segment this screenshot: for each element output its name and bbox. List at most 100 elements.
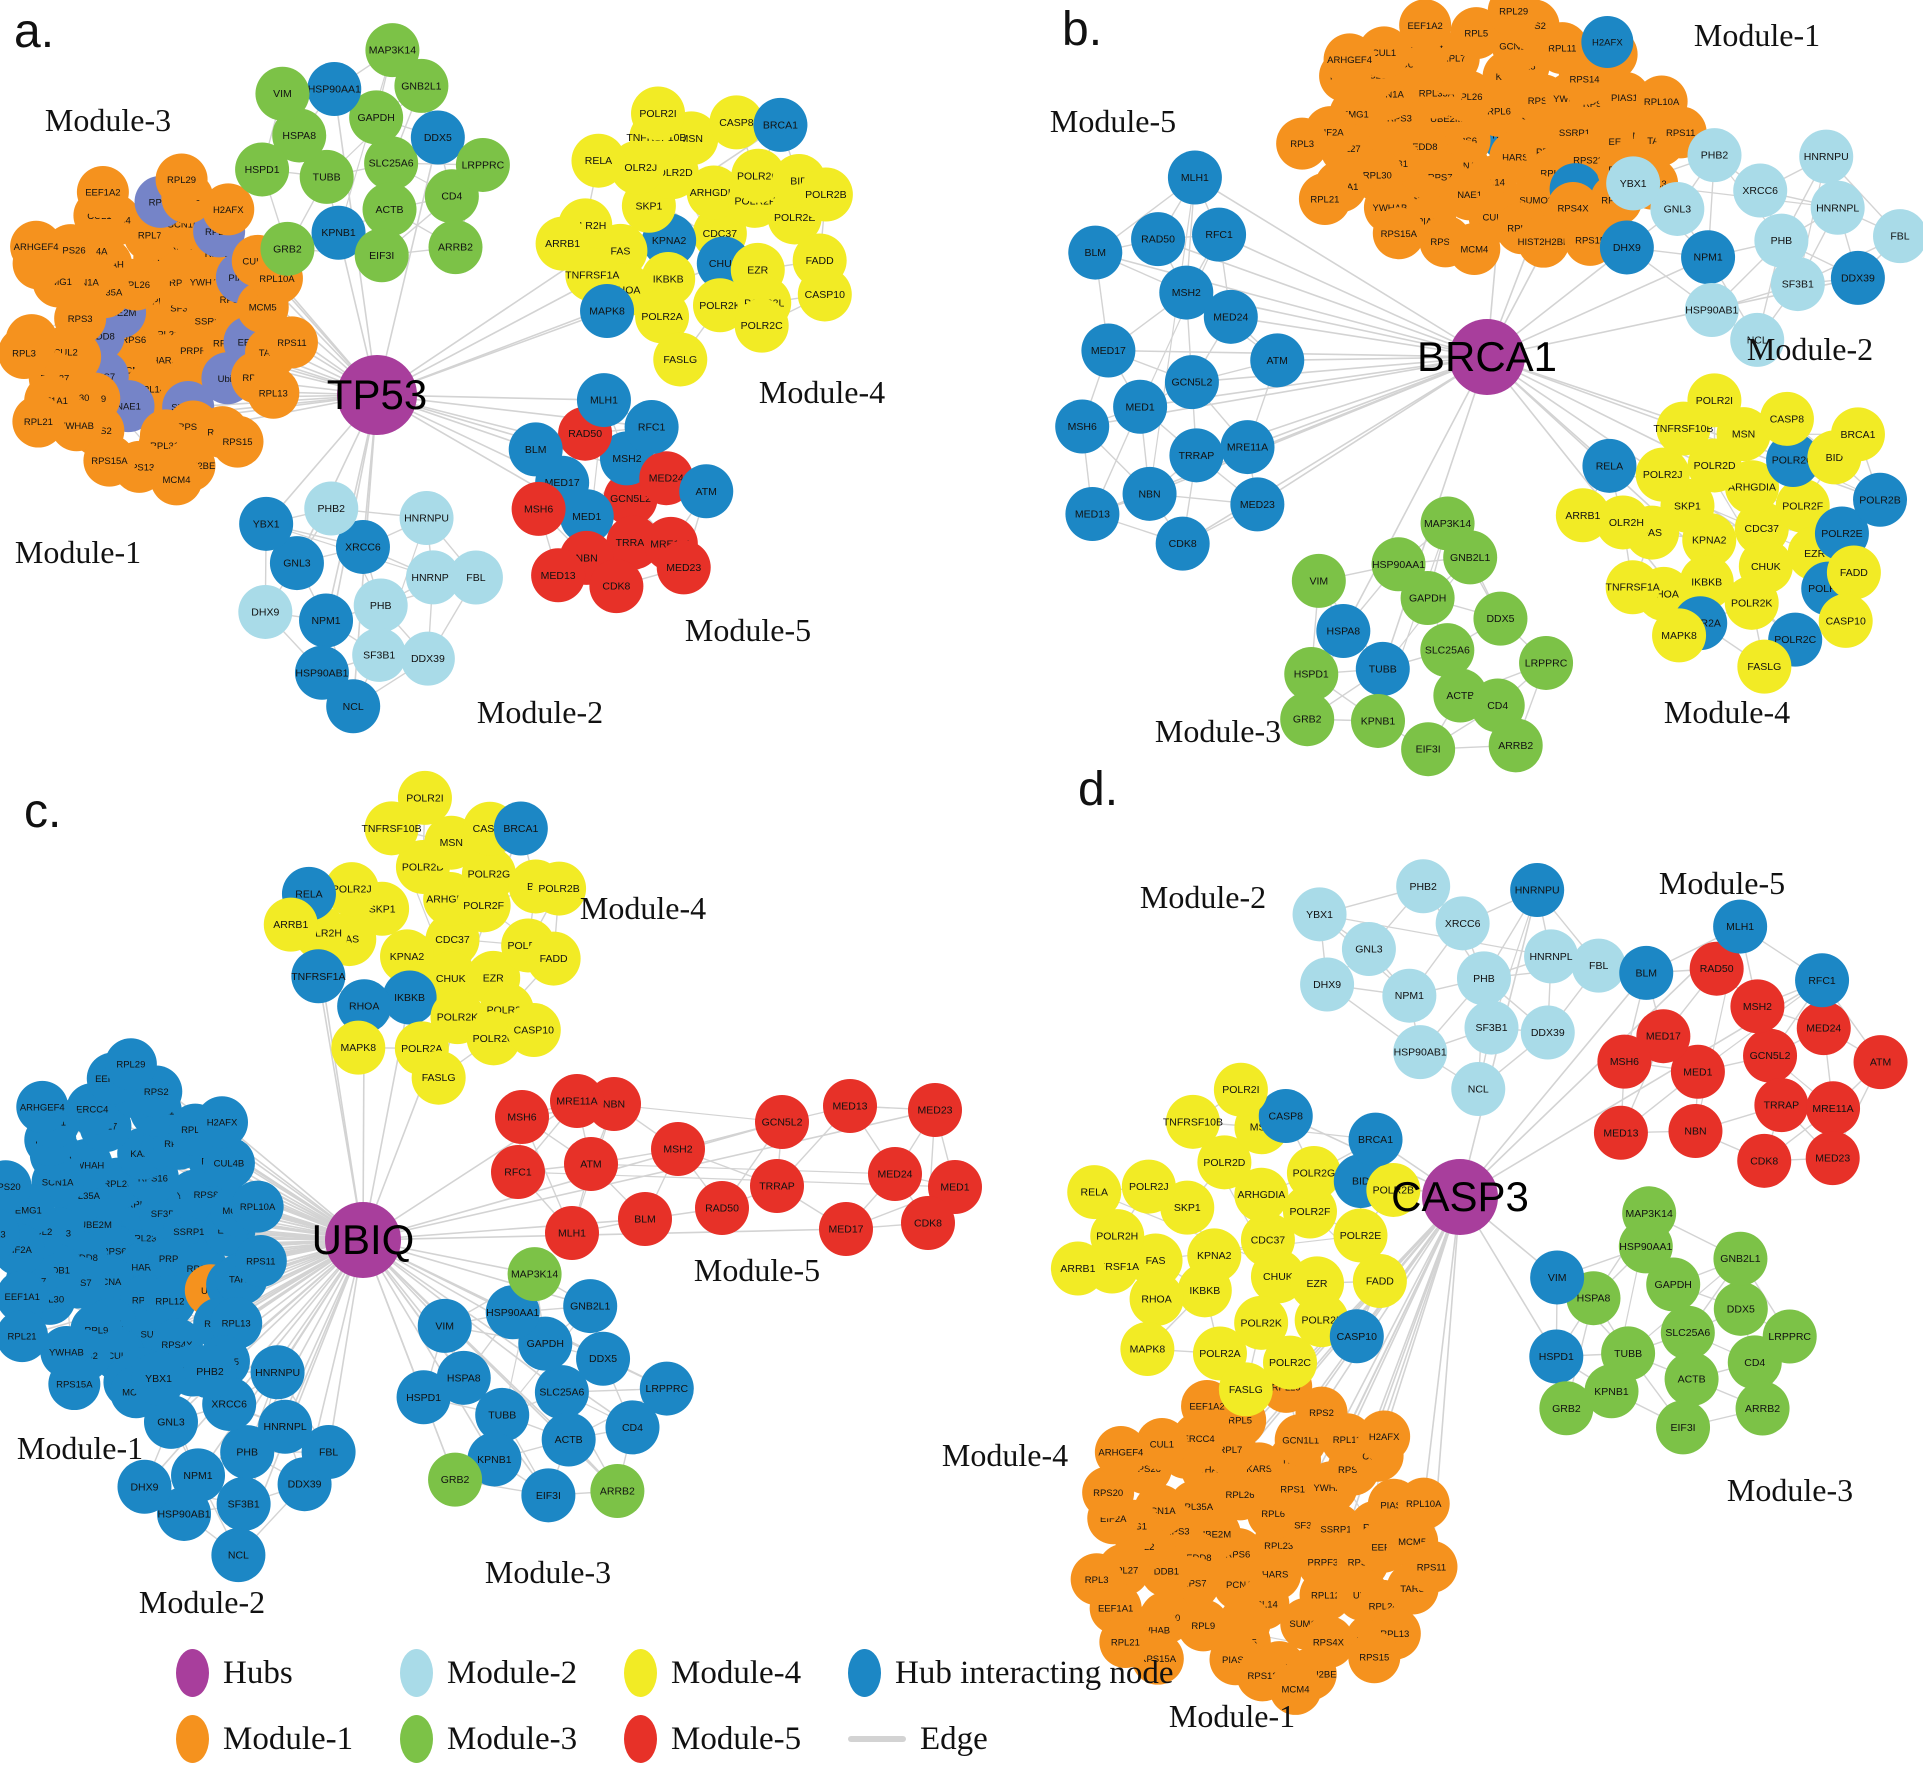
node-label-SLC25A6: SLC25A6: [369, 158, 414, 170]
node-label-GRB2: GRB2: [273, 243, 302, 255]
node-label-SF3B3: SF3B3: [151, 1209, 180, 1220]
node-POLR2G: [1766, 432, 1821, 487]
node-label-RPS11: RPS11: [246, 1257, 275, 1268]
node-ARRB2: [1735, 1381, 1790, 1436]
node-RPL10A: [231, 1180, 284, 1233]
node-GCN5L2: [755, 1095, 809, 1149]
node-label-YWHAB: YWHAB: [59, 421, 94, 432]
node-label-RPS3: RPS3: [1387, 113, 1412, 124]
node-label-EMG1: EMG1: [45, 277, 72, 288]
node-CASP8: [709, 95, 764, 150]
node-CDK8: [1737, 1133, 1792, 1188]
node-MED13: [1593, 1105, 1648, 1160]
node-VIM: [1291, 553, 1346, 608]
node-FBL: [1571, 938, 1626, 993]
node-GRB2: [428, 1452, 483, 1507]
node-label-GNB2L1: GNB2L1: [570, 1301, 610, 1313]
node-label-RPL10A: RPL10A: [1406, 1499, 1442, 1510]
node-label-DDX5: DDX5: [589, 1353, 617, 1365]
node-MSH6: [511, 481, 566, 536]
node-label-RPS15A: RPS15A: [56, 1380, 93, 1391]
node-HNRNPU: [250, 1345, 305, 1400]
node-label-SSRP1: SSRP1: [173, 1227, 204, 1238]
module-title-TP53-Module-2: Module-2: [477, 694, 603, 730]
node-label-H2AFX: H2AFX: [213, 205, 244, 216]
node-label-RPL13: RPL13: [1380, 1629, 1409, 1640]
node-RPS15: [211, 415, 264, 468]
node-label-RPL3: RPL3: [1085, 1575, 1109, 1586]
node-label-CDK8: CDK8: [1750, 1155, 1778, 1167]
node-RFC1: [1795, 953, 1850, 1008]
node-label-RPL13: RPL13: [259, 388, 288, 399]
node-label-DDX39: DDX39: [1841, 272, 1875, 284]
node-label-GAPDH: GAPDH: [1655, 1279, 1692, 1291]
module-title-BRCA1-Module-3: Module-3: [1155, 713, 1281, 749]
node-POLR2K: [1234, 1295, 1289, 1350]
node-label-POLR2K: POLR2K: [699, 300, 740, 312]
node-HNRNPU: [1799, 129, 1854, 184]
node-label-CASP10: CASP10: [1337, 1331, 1377, 1343]
node-HNRNPL: [258, 1399, 313, 1454]
node-label-NPM1: NPM1: [183, 1470, 212, 1482]
node-label-CHUK: CHUK: [436, 973, 466, 985]
node-label-ATM: ATM: [580, 1159, 601, 1171]
node-label-CASP8: CASP8: [1269, 1111, 1304, 1123]
node-label-CD4: CD4: [622, 1422, 643, 1434]
node-label-HNRNPU: HNRNPU: [255, 1367, 300, 1379]
node-label-CD4: CD4: [441, 191, 462, 203]
node-label-SCN1A: SCN1A: [1372, 90, 1404, 101]
node-NCL: [211, 1528, 266, 1583]
node-TUBB: [1355, 641, 1410, 696]
node-label-POLR2C: POLR2C: [741, 320, 783, 332]
node-RPS15A: [1372, 207, 1425, 260]
node-FAS: [1128, 1233, 1183, 1288]
node-label-RPL26: RPL26: [121, 280, 150, 291]
node-MED23: [1805, 1131, 1860, 1186]
node-POLR2A: [635, 289, 690, 344]
node-label-BID: BID: [1352, 1176, 1370, 1188]
node-label-EIF2A: EIF2A: [1317, 128, 1344, 139]
node-BRCA1: [1348, 1112, 1403, 1167]
node-label-FAS: FAS: [1146, 1255, 1166, 1267]
node-MSH2: [1730, 979, 1785, 1034]
node-label-NCL: NCL: [228, 1550, 249, 1562]
node-label-TNFRSF10B: TNFRSF10B: [362, 823, 422, 835]
node-label-RPS15A: RPS15A: [91, 456, 128, 467]
node-label-ACTB: ACTB: [555, 1434, 583, 1446]
node-RHOA: [337, 979, 392, 1034]
node-label-FBL: FBL: [1890, 231, 1909, 243]
module5-swatch-icon: [624, 1715, 657, 1763]
node-GCN5L2: [1164, 355, 1219, 410]
node-MRE11A: [1806, 1081, 1861, 1136]
node-label-NBN: NBN: [1138, 488, 1160, 500]
node-label-RPS14: RPS14: [1569, 74, 1599, 85]
node-label-FAS: FAS: [610, 245, 630, 257]
node-label-POLR2B: POLR2B: [805, 189, 846, 201]
module-title-CASP3-Module-1: Module-1: [1169, 1698, 1295, 1734]
node-TNFRSF1A: [291, 949, 346, 1004]
node-FBL: [448, 550, 503, 605]
node-MSH6: [1597, 1034, 1652, 1089]
node-label-RPL21: RPL21: [1111, 1637, 1140, 1648]
legend-label: Module-2: [447, 1654, 578, 1691]
node-label-IKBKB: IKBKB: [1189, 1285, 1220, 1297]
node-label-EMG1: EMG1: [1342, 110, 1369, 121]
node-label-MED1: MED1: [940, 1182, 969, 1194]
node-label-POLR2E: POLR2E: [1340, 1230, 1381, 1242]
node-label-TRRAP: TRRAP: [616, 537, 652, 549]
node-label-DDX5: DDX5: [1727, 1303, 1755, 1315]
node-label-RPL12: RPL12: [1311, 1591, 1340, 1602]
node-label-RPS13: RPS13: [1248, 1671, 1278, 1682]
node-label-HNRNPU: HNRNPU: [1515, 885, 1560, 897]
node-label-PHB2: PHB2: [318, 503, 346, 515]
node-ARRB1: [535, 216, 590, 271]
node-NBN: [1122, 466, 1177, 521]
node-label-MED24: MED24: [1213, 311, 1248, 323]
node-label-MLH1: MLH1: [1726, 921, 1754, 933]
node-FASLG: [1737, 639, 1792, 694]
module-title-UBIQ-Module-3: Module-3: [485, 1554, 611, 1590]
node-DDX5: [1473, 591, 1528, 646]
node-label-KPNA2: KPNA2: [1692, 535, 1727, 547]
node-label-RPS20: RPS20: [0, 1182, 21, 1193]
node-label-POLR2G: POLR2G: [1293, 1167, 1336, 1179]
